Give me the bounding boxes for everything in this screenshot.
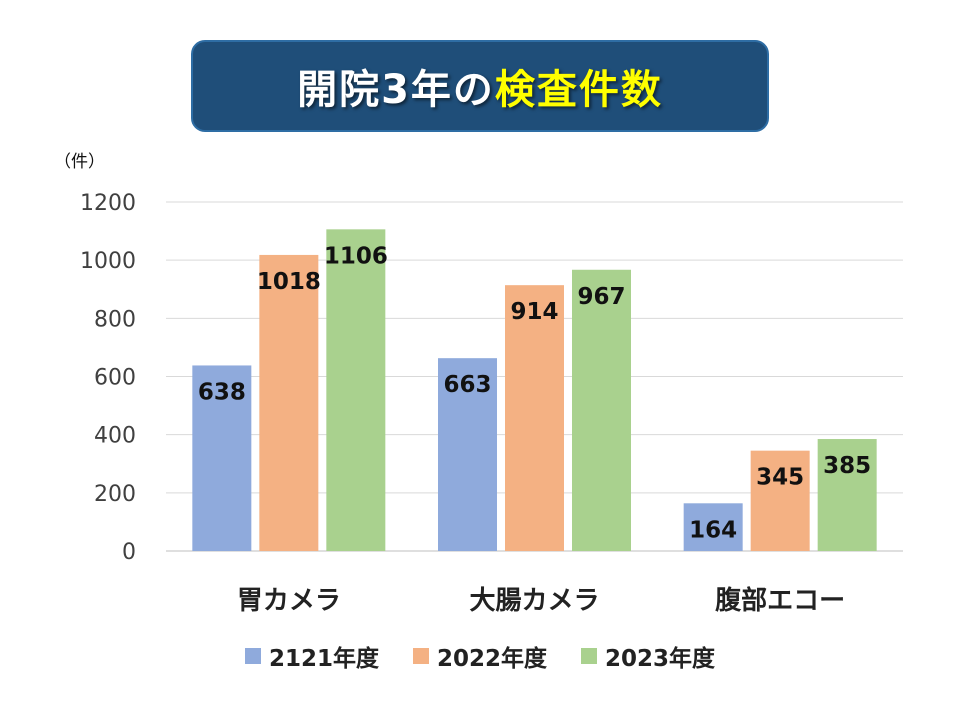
chart-title: 開院3年の検査件数	[297, 57, 663, 115]
y-tick-label: 1200	[80, 191, 136, 216]
legend-item: 2022年度	[412, 639, 547, 673]
bar	[750, 450, 810, 551]
bar	[326, 229, 386, 552]
y-tick-label: 0	[122, 540, 136, 565]
data-label: 345	[756, 465, 804, 491]
y-axis-unit-label: （件）	[54, 152, 105, 172]
legend-swatch	[244, 648, 261, 664]
y-tick-label: 1000	[80, 249, 136, 274]
bar	[817, 439, 877, 551]
legend-swatch	[412, 648, 429, 664]
bar	[505, 285, 564, 551]
data-label: 1106	[324, 243, 388, 269]
legend-item: 2121年度	[244, 639, 379, 673]
y-tick-label: 600	[94, 366, 136, 391]
chart-title-main: 開院3年の	[297, 67, 495, 113]
bar	[572, 269, 631, 551]
data-label: 164	[689, 517, 737, 543]
bar	[683, 503, 743, 551]
chart-title-accent: 検査件数	[494, 67, 663, 113]
x-category-label: 胃カメラ	[237, 586, 341, 616]
data-label: 967	[577, 284, 625, 310]
bar	[259, 254, 319, 551]
title-banner: 開院3年の検査件数	[191, 40, 769, 132]
y-tick-label: 400	[94, 424, 136, 449]
data-label: 1018	[257, 269, 321, 295]
bar	[192, 365, 252, 551]
legend-label: 2121年度	[268, 646, 379, 672]
y-tick-label: 200	[94, 482, 136, 507]
legend-swatch	[581, 648, 597, 664]
data-label: 663	[443, 372, 491, 398]
y-tick-label: 800	[94, 307, 136, 332]
chart-legend: 2121年度 2022年度 2023年度	[0, 638, 960, 674]
legend-label: 2022年度	[436, 646, 547, 672]
data-label: 638	[198, 379, 246, 405]
x-category-label: 大腸カメラ	[469, 586, 599, 616]
data-label: 914	[510, 299, 558, 325]
bar	[438, 358, 497, 551]
data-label: 385	[823, 453, 871, 479]
legend-item: 2023年度	[581, 639, 715, 673]
x-category-label: 腹部エコー	[714, 585, 845, 616]
legend-label: 2023年度	[605, 646, 716, 672]
